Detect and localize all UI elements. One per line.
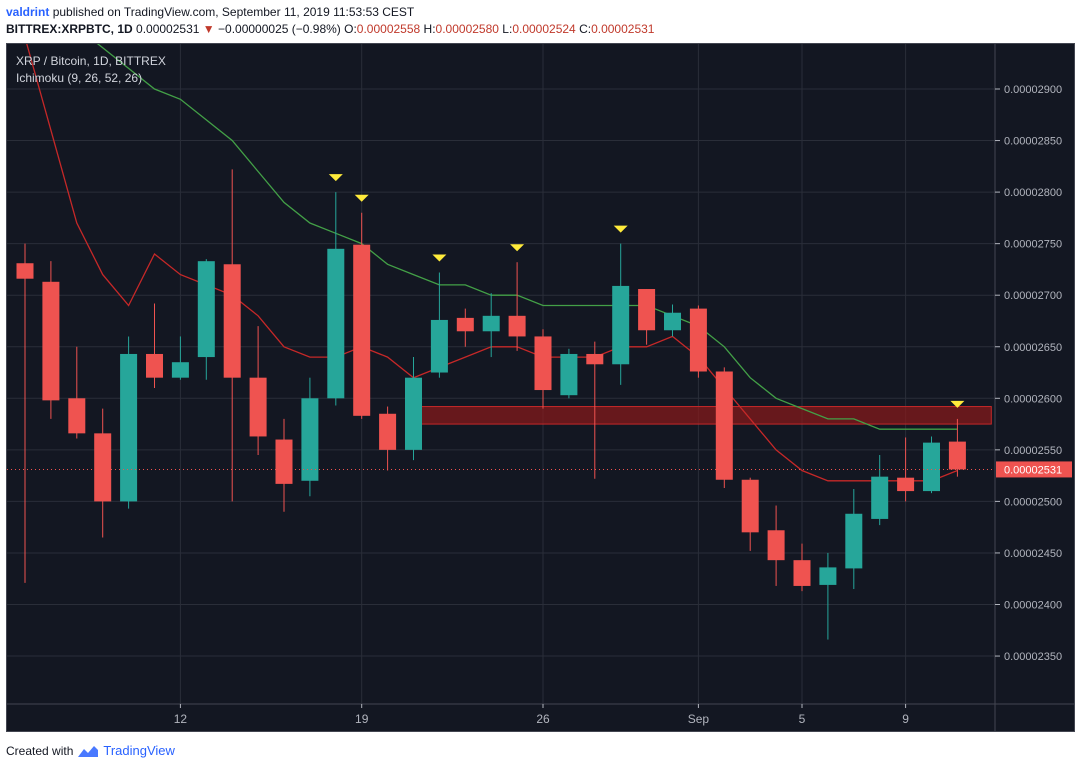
close-label: C:: [579, 22, 592, 36]
candle-body: [94, 433, 112, 502]
author-name[interactable]: valdrint: [6, 5, 50, 19]
y-tick-label: 0.00002800: [1004, 187, 1062, 199]
candle-body: [767, 530, 785, 561]
candle-body: [301, 398, 319, 481]
candle-body: [508, 315, 526, 337]
candle-body: [353, 244, 371, 416]
candle-body: [845, 513, 863, 569]
candle-body: [197, 261, 215, 358]
high-value: 0.00002580: [435, 22, 499, 36]
candle-body: [871, 476, 889, 519]
candle-body: [146, 353, 163, 378]
created-with-label: Created with: [6, 743, 74, 758]
y-tick-label: 0.00002600: [1004, 393, 1062, 405]
candle-body: [715, 371, 733, 480]
open-value: 0.00002558: [356, 22, 421, 36]
x-tick-label: 5: [799, 712, 806, 726]
close-value: 0.00002531: [591, 22, 655, 36]
candle-body: [689, 308, 707, 372]
y-tick-label: 0.00002450: [1004, 548, 1062, 560]
candle-body: [275, 439, 293, 484]
ohlc-header: BITTREX:XRPBTC, 1D 0.00002531 ▼ −0.00000…: [6, 22, 654, 36]
candle-body: [793, 560, 811, 586]
y-tick-label: 0.00002750: [1004, 239, 1062, 251]
symbol-label: BITTREX:XRPBTC, 1D: [6, 22, 133, 36]
low-label: L:: [502, 22, 513, 36]
x-tick-label: Sep: [688, 712, 710, 726]
tradingview-logo-icon: [78, 745, 99, 757]
candle-body: [456, 317, 474, 332]
candle-body: [741, 479, 759, 533]
y-tick-label: 0.00002850: [1004, 136, 1062, 148]
candle-body: [612, 285, 630, 365]
y-tick-label: 0.00002500: [1004, 496, 1062, 508]
last-price-badge: [996, 461, 1072, 478]
candle-body: [819, 567, 837, 585]
candle-body: [638, 289, 656, 331]
candle-body: [16, 263, 34, 279]
x-tick-label: 26: [536, 712, 550, 726]
candle-body: [948, 441, 966, 470]
peak-marker: [510, 244, 525, 252]
candle-body: [42, 281, 60, 401]
price-change: −0.00000025 (−0.98%): [218, 22, 341, 36]
candle-body: [379, 413, 397, 450]
y-tick-label: 0.00002550: [1004, 445, 1062, 457]
candle-body: [560, 353, 578, 396]
y-tick-label: 0.00002900: [1004, 84, 1062, 96]
y-tick-label: 0.00002650: [1004, 342, 1062, 354]
candle-body: [171, 362, 189, 378]
peak-marker: [613, 225, 628, 233]
publish-info: published on TradingView.com, September …: [52, 5, 415, 19]
low-value: 0.00002524: [512, 22, 576, 36]
y-tick-label: 0.00002700: [1004, 290, 1062, 302]
peak-marker: [950, 400, 965, 408]
footer: Created with TradingView: [6, 743, 175, 758]
down-triangle-icon: ▼: [202, 22, 215, 36]
last-price: 0.00002531: [136, 22, 200, 36]
y-tick-label: 0.00002350: [1004, 651, 1062, 663]
last-price-label: 0.00002531: [1004, 464, 1062, 476]
candle-body: [405, 377, 422, 450]
candle-body: [482, 315, 500, 332]
candle-body: [327, 248, 345, 399]
x-tick-label: 12: [174, 712, 188, 726]
candle-body: [68, 398, 86, 434]
base-line: [96, 44, 958, 430]
candle-body: [897, 477, 915, 492]
candle-body: [223, 264, 241, 378]
indicator-label: Ichimoku (9, 26, 52, 26): [16, 71, 143, 85]
publish-header: valdrint published on TradingView.com, S…: [6, 5, 414, 19]
candle-body: [120, 353, 138, 502]
peak-marker: [354, 194, 369, 202]
candle-body: [664, 312, 681, 331]
tradingview-brand[interactable]: TradingView: [103, 743, 175, 758]
peak-marker: [432, 254, 447, 262]
candle-body: [586, 353, 604, 365]
x-tick-label: 9: [902, 712, 909, 726]
chart-title: XRP / Bitcoin, 1D, BITTREX: [16, 54, 166, 68]
candle-body: [534, 336, 552, 391]
open-label: O:: [344, 22, 357, 36]
resistance-zone: [407, 406, 992, 425]
high-label: H:: [423, 22, 436, 36]
candlestick-chart[interactable]: 0.00002900 0.00002850 0.00002800 0.00002750…: [7, 44, 1074, 731]
chart-panel[interactable]: 0.00002900 0.00002850 0.00002800 0.00002750…: [6, 43, 1075, 732]
y-tick-label: 0.00002400: [1004, 600, 1062, 612]
candle-body: [249, 377, 267, 437]
peak-marker: [328, 174, 343, 182]
candle-body: [430, 319, 448, 373]
x-tick-label: 19: [355, 712, 369, 726]
candle-body: [923, 442, 940, 492]
